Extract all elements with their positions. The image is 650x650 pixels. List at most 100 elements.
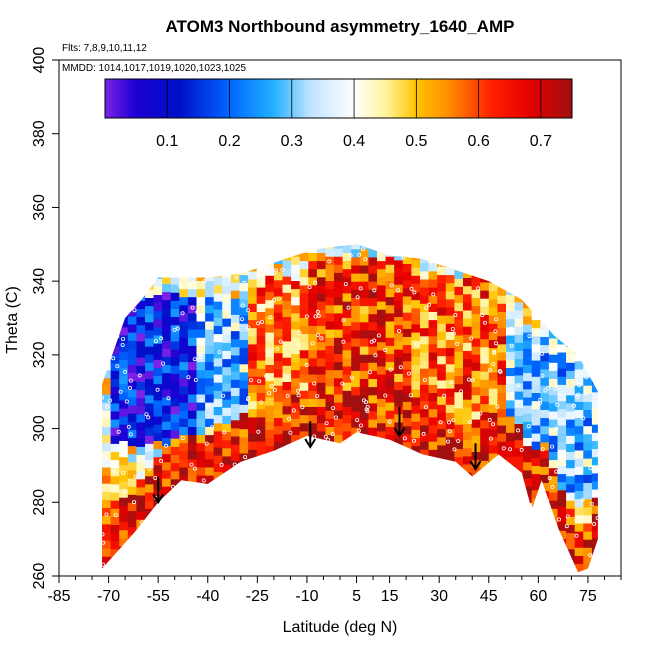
observation-marker xyxy=(256,321,261,326)
heatmap-cell xyxy=(591,529,598,539)
heatmap-cell xyxy=(239,323,249,332)
heatmap-cell xyxy=(351,273,361,282)
heatmap-cell xyxy=(471,337,481,347)
heatmap-cell xyxy=(428,270,438,280)
heatmap-cell xyxy=(359,362,369,371)
colorbar-swatch xyxy=(225,79,231,118)
heatmap-cell xyxy=(420,287,430,296)
heatmap-cell xyxy=(514,431,524,441)
heatmap-cell xyxy=(256,303,266,312)
heatmap-cell xyxy=(385,402,395,411)
heatmap-cell xyxy=(316,398,327,407)
heatmap-cell xyxy=(506,343,516,352)
observation-marker xyxy=(555,402,560,407)
observation-marker xyxy=(554,426,559,431)
dates-subtitle: MMDD: 1014,1017,1019,1020,1023,1025 xyxy=(62,63,246,74)
heatmap-cell xyxy=(213,479,223,489)
heatmap-cell xyxy=(557,433,567,442)
heatmap-cell xyxy=(488,323,498,332)
observation-marker xyxy=(493,341,498,346)
colorbar: 0.1 0.2 0.3 0.4 0.5 0.6 0.7 xyxy=(104,78,573,150)
heatmap-cell xyxy=(463,293,473,303)
heatmap-cell xyxy=(540,377,550,386)
heatmap-cell xyxy=(102,393,112,403)
observation-marker xyxy=(267,391,272,396)
heatmap-cell xyxy=(248,311,258,321)
heatmap-cell xyxy=(471,313,481,323)
observation-marker xyxy=(327,259,332,264)
heatmap-cell xyxy=(136,511,146,520)
heatmap-cell xyxy=(445,436,455,446)
heatmap-cell xyxy=(359,273,369,282)
heatmap-cell xyxy=(145,370,155,379)
heatmap-cell xyxy=(291,442,301,452)
heatmap-cell xyxy=(119,391,129,401)
heatmap-cell xyxy=(196,475,206,484)
heatmap-cell xyxy=(265,445,275,455)
heatmap-cell xyxy=(506,391,516,401)
observation-marker xyxy=(383,393,388,398)
heatmap-cell xyxy=(187,426,198,436)
heatmap-cell xyxy=(179,393,189,403)
heatmap-cell xyxy=(136,413,146,423)
heatmap-cell xyxy=(256,270,266,280)
heatmap-cell xyxy=(394,300,404,309)
heatmap-cell xyxy=(523,348,533,357)
heatmap-cell xyxy=(342,317,352,326)
colorbar-swatch xyxy=(128,79,133,118)
heatmap-cell xyxy=(119,416,129,425)
heatmap-cell xyxy=(359,281,369,290)
heatmap-cell xyxy=(583,547,593,556)
heatmap-cell xyxy=(471,475,481,485)
heatmap-cell xyxy=(239,290,249,300)
colorbar-swatch xyxy=(548,79,554,118)
heatmap-cell xyxy=(506,278,516,287)
observation-marker xyxy=(324,421,329,426)
heatmap-cell xyxy=(497,408,507,418)
heatmap-cell xyxy=(136,397,146,407)
heatmap-cell xyxy=(256,384,266,393)
observation-marker xyxy=(120,342,125,347)
heatmap-cell xyxy=(145,467,155,477)
heatmap-cell xyxy=(351,305,361,315)
heatmap-cell xyxy=(213,438,223,448)
heatmap-cell xyxy=(540,449,550,459)
heatmap-cell xyxy=(162,267,172,276)
heatmap-cell xyxy=(222,423,232,433)
heatmap-cell xyxy=(471,362,481,371)
observation-marker xyxy=(422,377,427,382)
heatmap-cell xyxy=(531,360,541,369)
heatmap-cell xyxy=(574,385,584,394)
observation-marker xyxy=(291,408,296,413)
heatmap-cell xyxy=(428,262,438,272)
heatmap-cell xyxy=(308,276,318,286)
heatmap-cell xyxy=(548,337,559,347)
heatmap-cell xyxy=(514,439,524,449)
heatmap-cell xyxy=(308,374,318,383)
heatmap-cell xyxy=(385,320,395,330)
heatmap-cell xyxy=(540,328,550,337)
heatmap-cell xyxy=(548,475,559,485)
heatmap-cell xyxy=(265,429,275,438)
observation-marker xyxy=(123,369,128,374)
heatmap-cell xyxy=(136,494,146,504)
heatmap-cell xyxy=(222,464,232,473)
heatmap-cell xyxy=(402,409,412,419)
heatmap-cell xyxy=(308,268,318,278)
heatmap-cell xyxy=(273,368,284,378)
heatmap-cell xyxy=(230,403,241,413)
heatmap-cell xyxy=(574,433,584,443)
observation-marker xyxy=(166,396,171,401)
heatmap-cell xyxy=(153,407,163,417)
heatmap-cell xyxy=(566,378,576,388)
observation-marker xyxy=(412,290,417,295)
observation-marker xyxy=(553,386,558,391)
heatmap-cell xyxy=(213,374,223,383)
colorbar-swatch xyxy=(392,79,398,118)
heatmap-cell xyxy=(265,356,275,365)
observation-marker xyxy=(423,405,428,410)
heatmap-cell xyxy=(591,489,598,498)
heatmap-cell xyxy=(239,347,249,357)
heatmap-cell xyxy=(127,478,137,487)
heatmap-cell xyxy=(205,337,215,346)
